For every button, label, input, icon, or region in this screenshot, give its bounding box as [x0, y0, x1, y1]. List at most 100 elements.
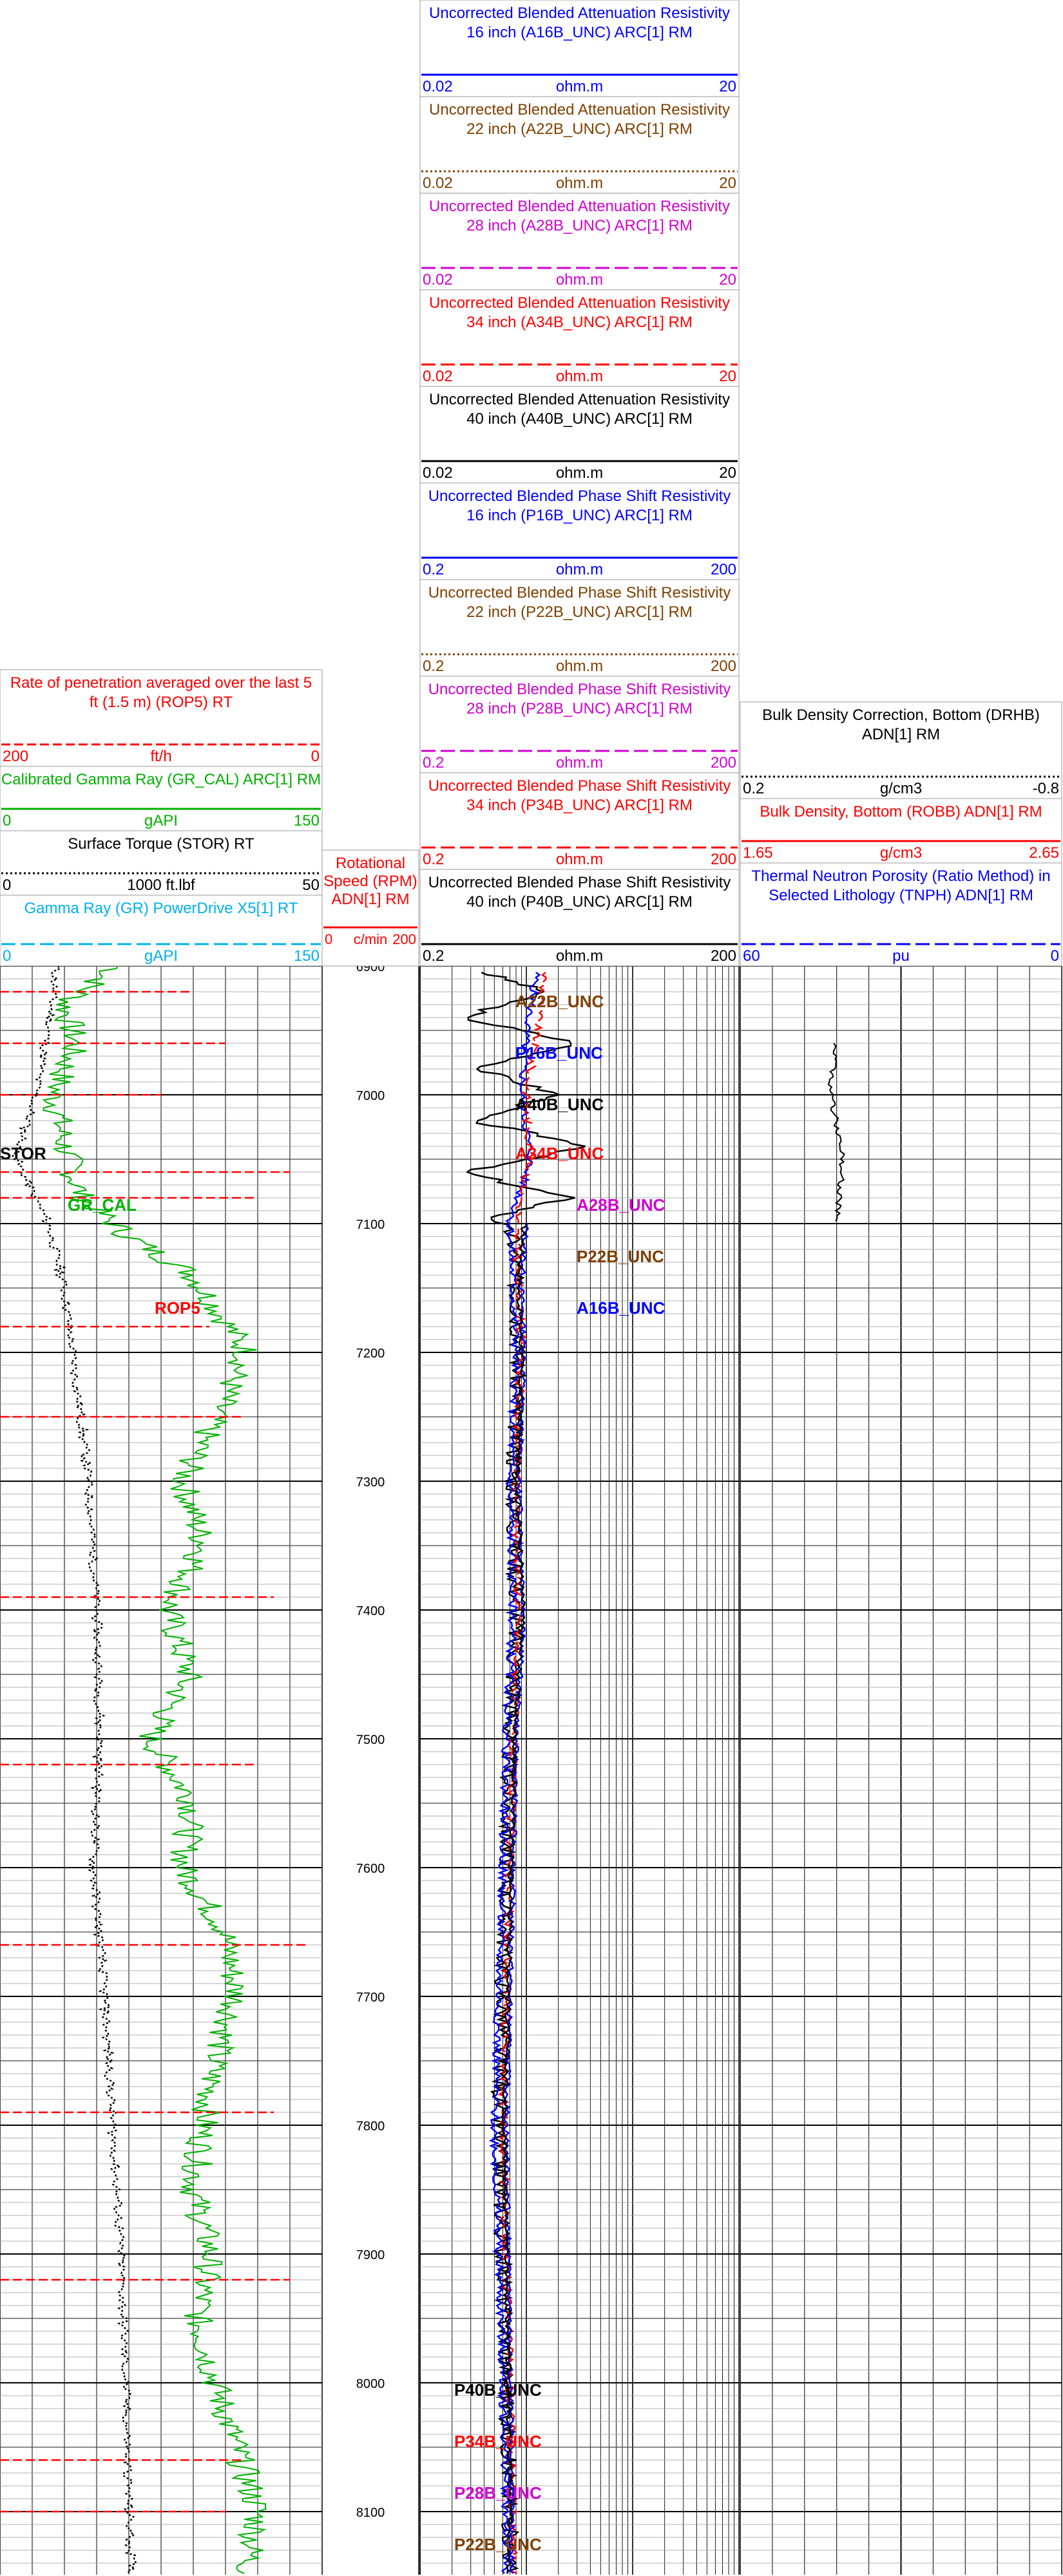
header-robb-right: 2.65 [1029, 844, 1059, 862]
header-drhb-title: ADN[1] RM [862, 726, 940, 743]
header-a40b-left: 0.02 [423, 464, 453, 482]
header-tnph-right: 0 [1051, 947, 1059, 965]
header-gr-box [0, 895, 323, 967]
header-a28b-title: Uncorrected Blended Attenuation Resistiv… [429, 198, 730, 215]
depth-tick-label: 7900 [356, 2248, 385, 2262]
header-p28b-unit: ohm.m [556, 754, 603, 772]
depth-tick-label: 8000 [356, 2377, 385, 2391]
track-headers: Uncorrected Blended Attenuation Resistiv… [0, 0, 1062, 967]
header-rop5-left: 200 [3, 748, 28, 765]
header-gr-title: Gamma Ray (GR) PowerDrive X5[1] RT [24, 900, 298, 917]
header-p40b-left: 0.2 [423, 947, 444, 965]
curve-stor [12, 965, 138, 2574]
header-p34b-title: 34 inch (P34B_UNC) ARC[1] RM [466, 797, 693, 814]
header-a40b-title: 40 inch (A40B_UNC) ARC[1] RM [466, 410, 693, 428]
depth-tick-label: 7700 [356, 1991, 385, 2005]
header-p34b-right: 200 [711, 851, 736, 868]
header-rpm-unit: c/min [354, 931, 388, 947]
header-drhb-left: 0.2 [743, 780, 764, 797]
header-p28b-title: Uncorrected Blended Phase Shift Resistiv… [428, 681, 731, 698]
header-tnph-box [740, 862, 1062, 967]
header-p22b-left: 0.2 [423, 658, 444, 675]
header-rop5-title: ft (1.5 m) (ROP5) RT [90, 694, 233, 711]
header-gr-unit: gAPI [144, 947, 178, 965]
header-p40b-title: 40 inch (P40B_UNC) ARC[1] RM [466, 893, 693, 911]
label-stor: STOR [0, 1144, 46, 1163]
label-a34b_unc: A34B_UNC [515, 1144, 604, 1163]
header-a28b-right: 20 [719, 271, 736, 289]
label-p34b_unc: P34B_UNC [454, 2432, 542, 2451]
header-p28b-title: 28 inch (P28B_UNC) ARC[1] RM [466, 700, 693, 717]
header-drhb-unit: g/cm3 [880, 780, 922, 797]
header-p22b-title: Uncorrected Blended Phase Shift Resistiv… [428, 584, 731, 601]
header-a22b-left: 0.02 [423, 175, 453, 192]
header-a40b-right: 20 [719, 464, 736, 482]
log-curves [0, 965, 845, 2575]
header-a22b-title: 22 inch (A22B_UNC) ARC[1] RM [466, 120, 693, 138]
header-gr_cal-right: 150 [294, 812, 320, 829]
header-a40b-unit: ohm.m [556, 464, 603, 482]
header-a34b-right: 20 [719, 368, 736, 385]
depth-tick-label: 7600 [356, 1862, 385, 1876]
header-gr_cal-left: 0 [3, 812, 11, 829]
header-stor-title: Surface Torque (STOR) RT [68, 835, 254, 853]
header-p16b-left: 0.2 [423, 561, 444, 578]
header-p16b-box [419, 482, 740, 580]
log-grid: 6900700071007200730074007500760077007800… [0, 960, 1062, 2575]
header-rop5-box [0, 669, 323, 767]
depth-tick-label: 7300 [356, 1475, 385, 1490]
header-a34b-title: Uncorrected Blended Attenuation Resistiv… [429, 294, 730, 312]
header-p40b-unit: ohm.m [556, 947, 603, 965]
header-p22b-box [419, 579, 740, 677]
header-p34b-left: 0.2 [423, 851, 444, 868]
header-robb-unit: g/cm3 [880, 844, 922, 862]
depth-tick-label: 7100 [356, 1218, 385, 1232]
header-rpm-title: Rotational [336, 855, 405, 872]
label-p28b_unc: P28B_UNC [454, 2483, 542, 2503]
label-p22b_unc: P22B_UNC [454, 2535, 542, 2554]
header-robb-left: 1.65 [743, 844, 773, 862]
header-p40b-title: Uncorrected Blended Phase Shift Resistiv… [428, 874, 731, 891]
curve-p40b [501, 1224, 527, 2574]
header-p28b-right: 200 [711, 754, 736, 772]
header-a16b-box [419, 0, 740, 97]
label-p22b_unc: P22B_UNC [577, 1247, 664, 1266]
curve-a16b [488, 971, 541, 2574]
header-rpm-title: Speed (RPM) [323, 873, 417, 890]
label-gr_cal: GR_CAL [68, 1195, 137, 1215]
header-rop5-title: Rate of penetration averaged over the la… [10, 674, 312, 692]
depth-tick-label: 7500 [356, 1733, 385, 1747]
header-gr_cal-unit: gAPI [144, 812, 178, 829]
header-p40b-right: 200 [711, 947, 736, 965]
header-tnph-title: Thermal Neutron Porosity (Ratio Method) … [751, 867, 1050, 885]
depth-tick-label: 7000 [356, 1089, 385, 1103]
header-robb-box [740, 798, 1062, 864]
depth-tick-label: 7400 [356, 1604, 385, 1618]
header-drhb-right: -0.8 [1033, 780, 1059, 797]
label-p16b_unc: P16B_UNC [515, 1043, 603, 1063]
label-a16b_unc: A16B_UNC [577, 1298, 665, 1318]
header-a34b-title: 34 inch (A34B_UNC) ARC[1] RM [466, 314, 693, 331]
curve-drhb [827, 1043, 845, 1222]
header-rpm-right: 200 [392, 931, 416, 947]
header-a22b-title: Uncorrected Blended Attenuation Resistiv… [429, 101, 730, 118]
header-stor-box [0, 830, 323, 896]
header-a16b-right: 20 [719, 78, 736, 95]
depth-tick-label: 8100 [356, 2506, 385, 2520]
header-a16b-title: 16 inch (A16B_UNC) ARC[1] RM [466, 24, 693, 41]
label-rop5: ROP5 [155, 1298, 200, 1318]
header-a28b-box [419, 193, 740, 290]
header-p22b-title: 22 inch (P22B_UNC) ARC[1] RM [466, 603, 693, 621]
header-p22b-right: 200 [711, 658, 736, 675]
curve-gr-cal [42, 965, 267, 2574]
header-a40b-box [419, 386, 740, 484]
header-rpm-box [321, 849, 419, 967]
header-a16b-left: 0.02 [423, 78, 453, 95]
header-robb-title: Bulk Density, Bottom (ROBB) ADN[1] RM [760, 803, 1042, 820]
header-rop5-unit: ft/h [150, 748, 171, 765]
header-p28b-box [419, 676, 740, 773]
header-p22b-unit: ohm.m [556, 658, 603, 675]
header-gr_cal-box [0, 766, 323, 831]
header-a34b-left: 0.02 [423, 368, 453, 385]
